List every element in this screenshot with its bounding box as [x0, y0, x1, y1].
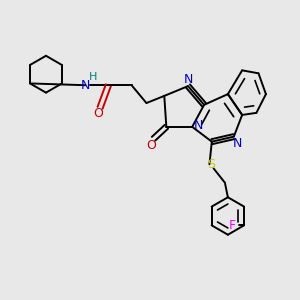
- Text: N: N: [183, 73, 193, 86]
- Text: H: H: [88, 72, 97, 82]
- Text: N: N: [194, 119, 203, 132]
- Text: O: O: [146, 139, 156, 152]
- Text: O: O: [94, 107, 103, 120]
- Text: N: N: [233, 137, 242, 150]
- Text: N: N: [80, 79, 90, 92]
- Text: F: F: [229, 219, 236, 232]
- Text: S: S: [207, 158, 214, 171]
